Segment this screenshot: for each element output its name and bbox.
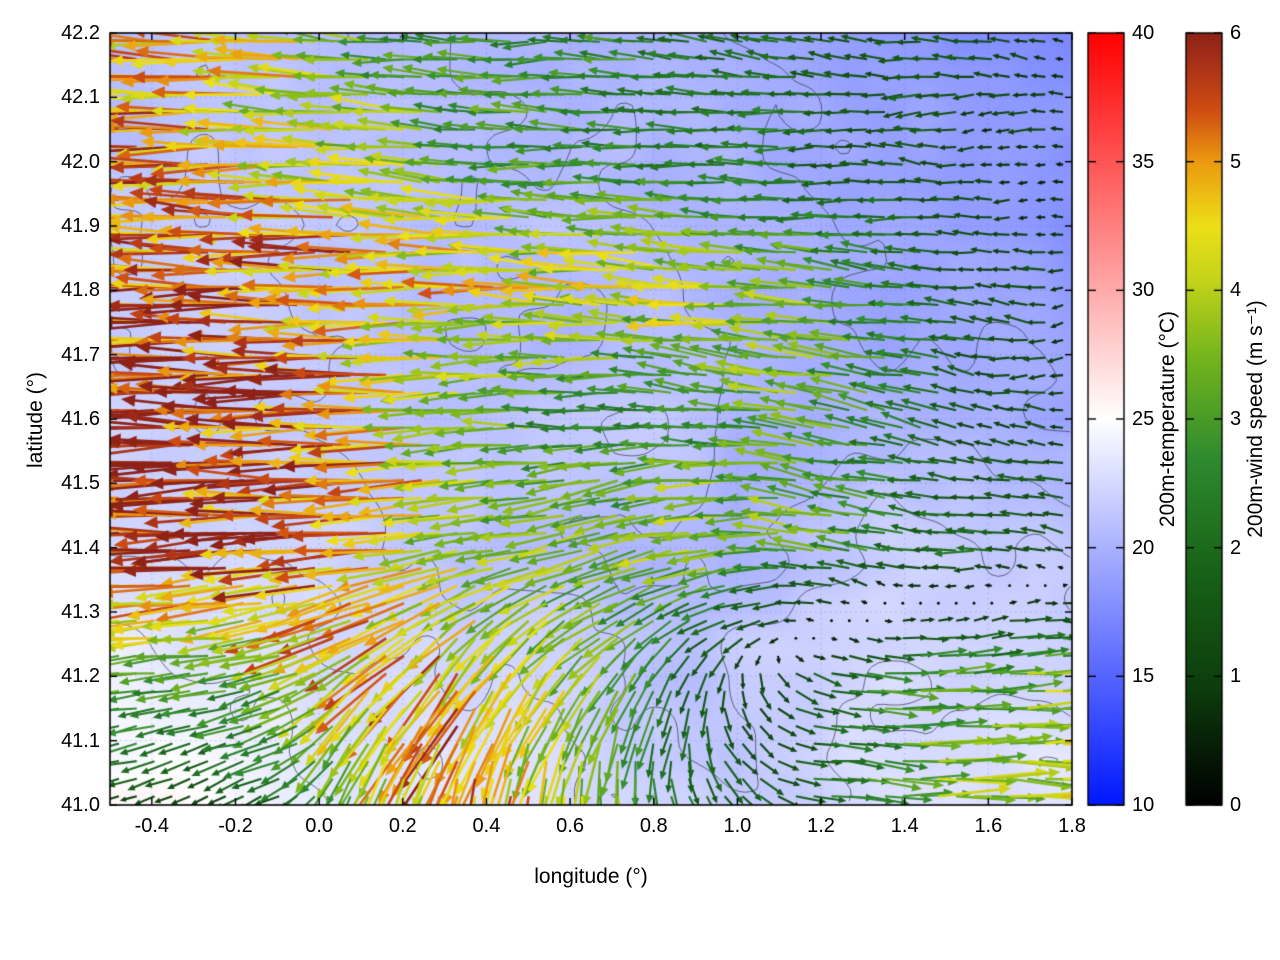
temperature-cb-tick-label: 25 <box>1132 408 1155 430</box>
y-tick-label: 41.6 <box>61 408 100 430</box>
x-tick-label: 0.0 <box>305 815 334 837</box>
y-tick-label: 42.1 <box>61 86 100 109</box>
x-tick-label: 1.6 <box>974 815 1003 837</box>
y-tick-label: 41.2 <box>61 665 100 688</box>
x-axis-title: longitude (°) <box>534 865 648 888</box>
y-tick-label: 41.3 <box>61 601 100 623</box>
x-tick-label: 1.0 <box>723 815 752 837</box>
x-tick-label: 0.4 <box>472 815 501 837</box>
x-tick-label: 0.2 <box>388 815 417 837</box>
y-tick-label: 41.4 <box>61 536 100 559</box>
x-tick-label: -0.2 <box>218 815 253 837</box>
x-tick-label: 1.2 <box>807 815 835 837</box>
temperature-cb-tick-label: 20 <box>1132 536 1155 559</box>
x-tick-label: -0.4 <box>134 815 170 837</box>
temperature-cb-tick-label: 30 <box>1132 279 1155 302</box>
windspeed-cb-tick-label: 2 <box>1230 536 1242 559</box>
y-tick-label: 41.0 <box>61 794 100 816</box>
y-tick-label: 41.8 <box>61 279 100 302</box>
windspeed-cb-tick-label: 1 <box>1230 665 1242 688</box>
temperature-cb-tick-label: 15 <box>1132 665 1155 688</box>
temperature-colorbar-title: 200m-temperature (°C) <box>1156 310 1179 528</box>
windspeed-cb-tick-label: 0 <box>1230 794 1242 816</box>
y-tick-label: 41.9 <box>61 215 100 237</box>
y-tick-label: 42.2 <box>61 22 100 44</box>
x-tick-label: 0.6 <box>556 815 584 837</box>
windspeed-cb-tick-label: 4 <box>1230 279 1242 302</box>
temperature-cb-tick-label: 35 <box>1132 150 1155 173</box>
windspeed-cb-tick-label: 6 <box>1230 22 1242 44</box>
windspeed-cb-tick-label: 5 <box>1230 150 1242 173</box>
x-tick-label: 1.4 <box>890 815 919 837</box>
x-tick-label: 0.8 <box>639 815 668 837</box>
windspeed-colorbar-title: 200m-wind speed (m s⁻¹) <box>1244 300 1267 538</box>
y-axis-title: latitude (°) <box>24 372 47 468</box>
y-tick-label: 41.1 <box>61 729 100 752</box>
x-tick-label: 1.8 <box>1058 815 1086 837</box>
temperature-cb-tick-label: 10 <box>1132 794 1155 816</box>
y-tick-label: 41.5 <box>61 472 100 495</box>
y-tick-label: 42.0 <box>61 150 100 173</box>
temperature-cb-tick-label: 40 <box>1132 22 1155 44</box>
windspeed-cb-tick-label: 3 <box>1230 408 1242 430</box>
y-tick-label: 41.7 <box>61 343 100 366</box>
